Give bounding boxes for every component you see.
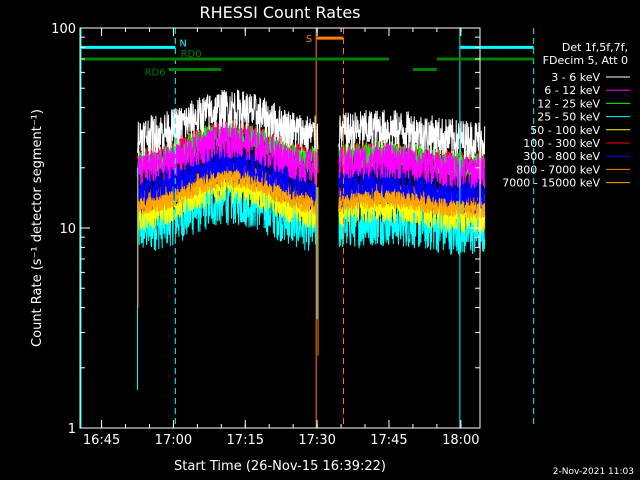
vertical-markers xyxy=(80,28,535,428)
legend-label: 800 - 7000 keV xyxy=(516,163,600,176)
series-traces xyxy=(136,89,486,390)
flag-label-n: N xyxy=(179,38,186,49)
x-axis-label: Start Time (26-Nov-15 16:39:22) xyxy=(174,459,386,474)
y-tick-label: 100 xyxy=(51,22,76,37)
x-tick-label: 17:45 xyxy=(370,433,407,448)
chart-title: RHESSI Count Rates xyxy=(200,3,361,22)
trace-3-6-kev-seg1 xyxy=(338,109,486,160)
x-tick-label: 17:15 xyxy=(227,433,264,448)
legend-label: 100 - 300 keV xyxy=(523,137,600,150)
trace-25-50-kev-seg1 xyxy=(338,197,486,256)
flag-label-s: S xyxy=(306,34,312,45)
y-tick-label: 1 xyxy=(68,422,76,437)
legend-label: 50 - 100 keV xyxy=(530,124,600,137)
y-tick-label: 10 xyxy=(59,222,76,237)
flag-label-rd0: RD0 xyxy=(181,49,202,60)
x-tick-label: 17:30 xyxy=(298,433,335,448)
flag-label-rd6: RD6 xyxy=(145,68,166,79)
axis-ticks: 16:45 17:00 17:15 17:30 17:45 18:00 1 10 100 xyxy=(51,22,480,448)
x-tick-label: 16:45 xyxy=(83,433,120,448)
footer-timestamp: 2-Nov-2021 11:03 xyxy=(553,467,634,477)
legend-label: 3 - 6 keV xyxy=(551,71,600,84)
trace-3-6-kev-seg0 xyxy=(137,89,319,156)
legend-label: 25 - 50 keV xyxy=(537,111,600,124)
legend-label: 300 - 800 keV xyxy=(523,150,600,163)
y-axis-label: Count Rate (s⁻¹ detector segment⁻¹) xyxy=(30,109,45,347)
legend-label: 12 - 25 keV xyxy=(537,97,600,110)
trace-7000-15000-kev-seg0 xyxy=(137,169,319,217)
trace-6-12-kev-seg0 xyxy=(137,122,319,186)
legend-header-line: FDecim 5, Att 0 xyxy=(543,54,628,67)
legend-header-line: Det 1f,5f,7f, xyxy=(562,41,628,54)
legend-label: 6 - 12 keV xyxy=(544,84,600,97)
x-tick-label: 17:00 xyxy=(155,433,192,448)
x-tick-label: 18:00 xyxy=(442,433,479,448)
trace-7000-15000-kev-seg1 xyxy=(338,190,486,219)
flag-bars: N S RD0 RD6 xyxy=(80,34,534,79)
legend-label: 7000 - 15000 keV xyxy=(502,177,600,190)
